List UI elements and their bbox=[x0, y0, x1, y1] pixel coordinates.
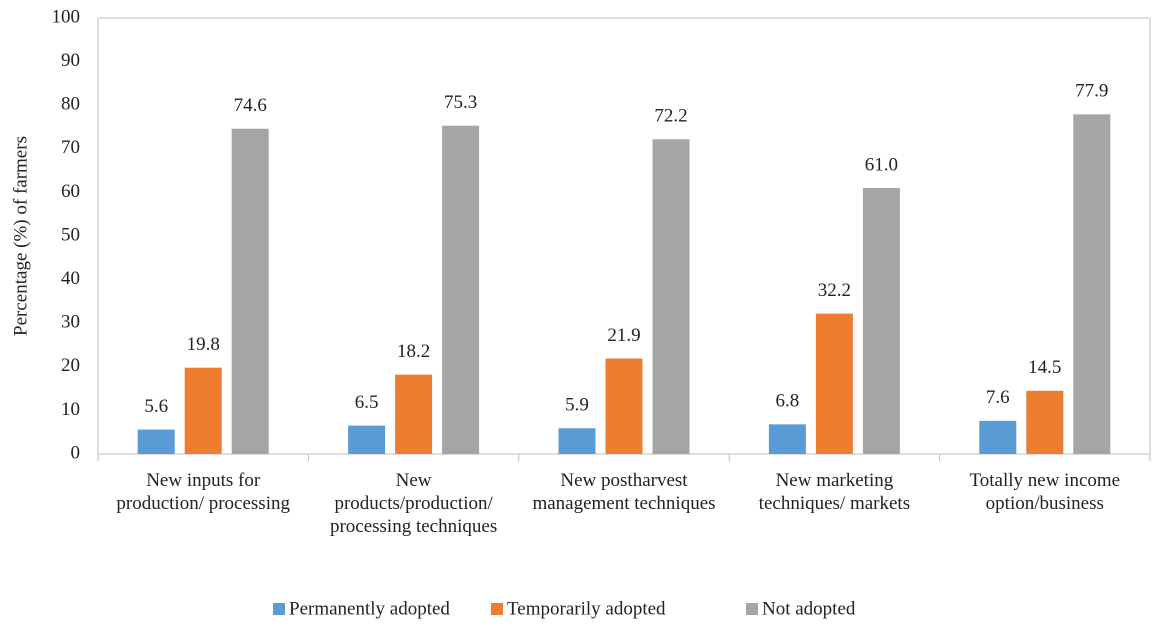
y-tick-label: 50 bbox=[61, 224, 80, 245]
x-tick-label: New products/production/ processing tech… bbox=[329, 470, 498, 537]
data-label: 74.6 bbox=[234, 95, 267, 116]
legend-label: Not adopted bbox=[762, 598, 856, 619]
data-label: 21.9 bbox=[607, 325, 640, 346]
legend-swatch bbox=[491, 603, 503, 615]
y-tick-label: 70 bbox=[61, 137, 80, 158]
data-label: 14.5 bbox=[1028, 357, 1061, 378]
y-tick-label: 100 bbox=[52, 6, 81, 27]
legend-swatch bbox=[273, 603, 285, 615]
y-tick-label: 80 bbox=[61, 94, 80, 115]
y-tick-label: 60 bbox=[61, 181, 80, 202]
x-tick-label: Totally new income option/business bbox=[969, 470, 1121, 514]
bar bbox=[979, 420, 1017, 454]
x-tick-label: New inputs for production/ processing bbox=[116, 470, 290, 514]
y-tick-label: 30 bbox=[61, 312, 80, 333]
bar bbox=[442, 125, 480, 454]
bar bbox=[137, 429, 175, 454]
data-label: 6.8 bbox=[776, 391, 800, 412]
bar bbox=[652, 139, 690, 454]
data-label: 72.2 bbox=[654, 106, 687, 127]
x-tick-label: New marketing techniques/ markets bbox=[758, 470, 911, 514]
y-axis-label: Percentage (%) of farmers bbox=[10, 136, 31, 336]
bar bbox=[815, 313, 853, 454]
legend-label: Permanently adopted bbox=[289, 598, 450, 619]
legend-label: Temporarily adopted bbox=[507, 598, 666, 619]
bar bbox=[558, 428, 596, 454]
bar bbox=[1026, 390, 1064, 454]
data-label: 61.0 bbox=[865, 154, 898, 175]
data-label: 32.2 bbox=[818, 280, 851, 301]
y-tick-label: 40 bbox=[61, 268, 80, 289]
data-label: 5.6 bbox=[144, 396, 168, 417]
bar bbox=[231, 128, 269, 454]
data-label: 5.9 bbox=[565, 395, 589, 416]
data-label: 19.8 bbox=[187, 334, 220, 355]
x-tick-label: New postharvest management techniques bbox=[532, 470, 716, 514]
data-label: 77.9 bbox=[1075, 81, 1108, 102]
data-label: 18.2 bbox=[397, 341, 430, 362]
data-label: 7.6 bbox=[986, 387, 1010, 408]
data-label: 75.3 bbox=[444, 92, 477, 113]
data-label: 6.5 bbox=[355, 392, 379, 413]
y-tick-label: 90 bbox=[61, 50, 80, 71]
bar bbox=[395, 374, 433, 454]
bar bbox=[348, 425, 386, 454]
legend-swatch bbox=[746, 603, 758, 615]
bar bbox=[605, 358, 643, 454]
y-tick-label: 0 bbox=[71, 442, 81, 463]
bar bbox=[768, 424, 806, 454]
bar bbox=[862, 188, 900, 455]
bar bbox=[184, 367, 222, 454]
bar bbox=[1073, 114, 1111, 454]
y-tick-label: 10 bbox=[61, 399, 80, 420]
y-tick-label: 20 bbox=[61, 355, 80, 376]
